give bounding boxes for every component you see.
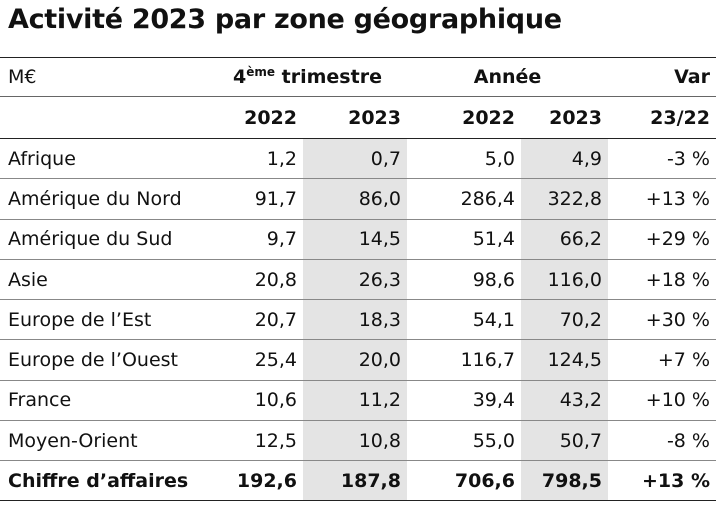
year-2022-cell: 5,0 [407,138,521,180]
quarter-2022-cell: 9,7 [208,219,303,260]
year-2023-cell: 124,5 [521,339,608,381]
total-year-2022: 706,6 [407,460,521,502]
year-2023-cell: 50,7 [521,420,608,462]
table-row: Europe de l’Est 20,7 18,3 54,1 70,2 +30 … [0,299,716,341]
quarter-superscript: ème [246,65,276,79]
table-row: Amérique du Nord 91,7 86,0 286,4 322,8 +… [0,178,716,220]
quarter-label: trimestre [275,66,382,88]
year-2022-cell: 39,4 [407,380,521,422]
year-2023-cell: 4,9 [521,138,608,180]
year-2022-cell: 98,6 [407,259,521,301]
unit-header: M€ [0,57,208,97]
total-year-2023: 798,5 [521,460,608,502]
var-cell: -8 % [608,420,716,462]
page-title: Activité 2023 par zone géographique [8,4,562,35]
var-cell: +13 % [608,178,716,220]
quarter-2023-cell: 26,3 [303,259,407,301]
empty-header-cell [0,96,208,139]
header-year-row: 2022 2023 2022 2023 23/22 [0,96,716,139]
year-2022-cell: 286,4 [407,178,521,220]
table-row: France 10,6 11,2 39,4 43,2 +10 % [0,380,716,422]
table-row: Moyen-Orient 12,5 10,8 55,0 50,7 -8 % [0,420,716,462]
year-2022-cell: 116,7 [407,339,521,381]
table-row: Asie 20,8 26,3 98,6 116,0 +18 % [0,259,716,301]
quarter-2023-cell: 0,7 [303,138,407,180]
var-cell: -3 % [608,138,716,180]
zone-cell: Asie [0,259,208,301]
quarter-2023-cell: 10,8 [303,420,407,462]
zone-cell: Europe de l’Ouest [0,339,208,381]
header-group-row: M€ 4ème trimestre Année Var [0,57,716,97]
quarter-2023-cell: 18,3 [303,299,407,341]
table-row: Europe de l’Ouest 25,4 20,0 116,7 124,5 … [0,339,716,381]
quarter-2022-cell: 10,6 [208,380,303,422]
year-2022-cell: 55,0 [407,420,521,462]
total-var: +13 % [608,460,716,502]
quarter-2023-cell: 86,0 [303,178,407,220]
year-2022-cell: 54,1 [407,299,521,341]
year-2022-header: 2022 [407,96,521,139]
year-2023-cell: 66,2 [521,219,608,260]
quarter-2022-cell: 25,4 [208,339,303,381]
quarter-2022-cell: 20,7 [208,299,303,341]
zone-cell: Amérique du Sud [0,219,208,260]
total-quarter-2023: 187,8 [303,460,407,502]
year-2023-header: 2023 [521,96,608,139]
zone-cell: Moyen-Orient [0,420,208,462]
quarter-2022-cell: 12,5 [208,420,303,462]
year-2022-cell: 51,4 [407,219,521,260]
zone-cell: Amérique du Nord [0,178,208,220]
zone-cell: Europe de l’Est [0,299,208,341]
var-cell: +30 % [608,299,716,341]
var-cell: +18 % [608,259,716,301]
total-quarter-2022: 192,6 [208,460,303,502]
zone-cell: France [0,380,208,422]
var-cell: +7 % [608,339,716,381]
quarter-2022-header: 2022 [208,96,303,139]
year-group-header: Année [407,57,608,97]
quarter-2022-cell: 20,8 [208,259,303,301]
total-row: Chiffre d’affaires 192,6 187,8 706,6 798… [0,460,716,502]
zone-cell: Afrique [0,138,208,180]
quarter-number: 4 [233,66,247,88]
year-2023-cell: 70,2 [521,299,608,341]
quarter-2023-cell: 11,2 [303,380,407,422]
var-cell: +10 % [608,380,716,422]
activity-table: M€ 4ème trimestre Année Var 2022 2023 20… [0,57,716,502]
var-cell: +29 % [608,219,716,260]
year-2023-cell: 322,8 [521,178,608,220]
quarter-2023-header: 2023 [303,96,407,139]
total-label: Chiffre d’affaires [0,460,208,502]
quarter-group-header: 4ème trimestre [208,57,407,97]
quarter-2023-cell: 14,5 [303,219,407,260]
table-row: Amérique du Sud 9,7 14,5 51,4 66,2 +29 % [0,219,716,260]
quarter-2022-cell: 91,7 [208,178,303,220]
year-2023-cell: 116,0 [521,259,608,301]
year-2023-cell: 43,2 [521,380,608,422]
var-group-header: Var [608,57,716,97]
quarter-2023-cell: 20,0 [303,339,407,381]
table-row: Afrique 1,2 0,7 5,0 4,9 -3 % [0,138,716,180]
quarter-2022-cell: 1,2 [208,138,303,180]
var-period-header: 23/22 [608,96,716,139]
